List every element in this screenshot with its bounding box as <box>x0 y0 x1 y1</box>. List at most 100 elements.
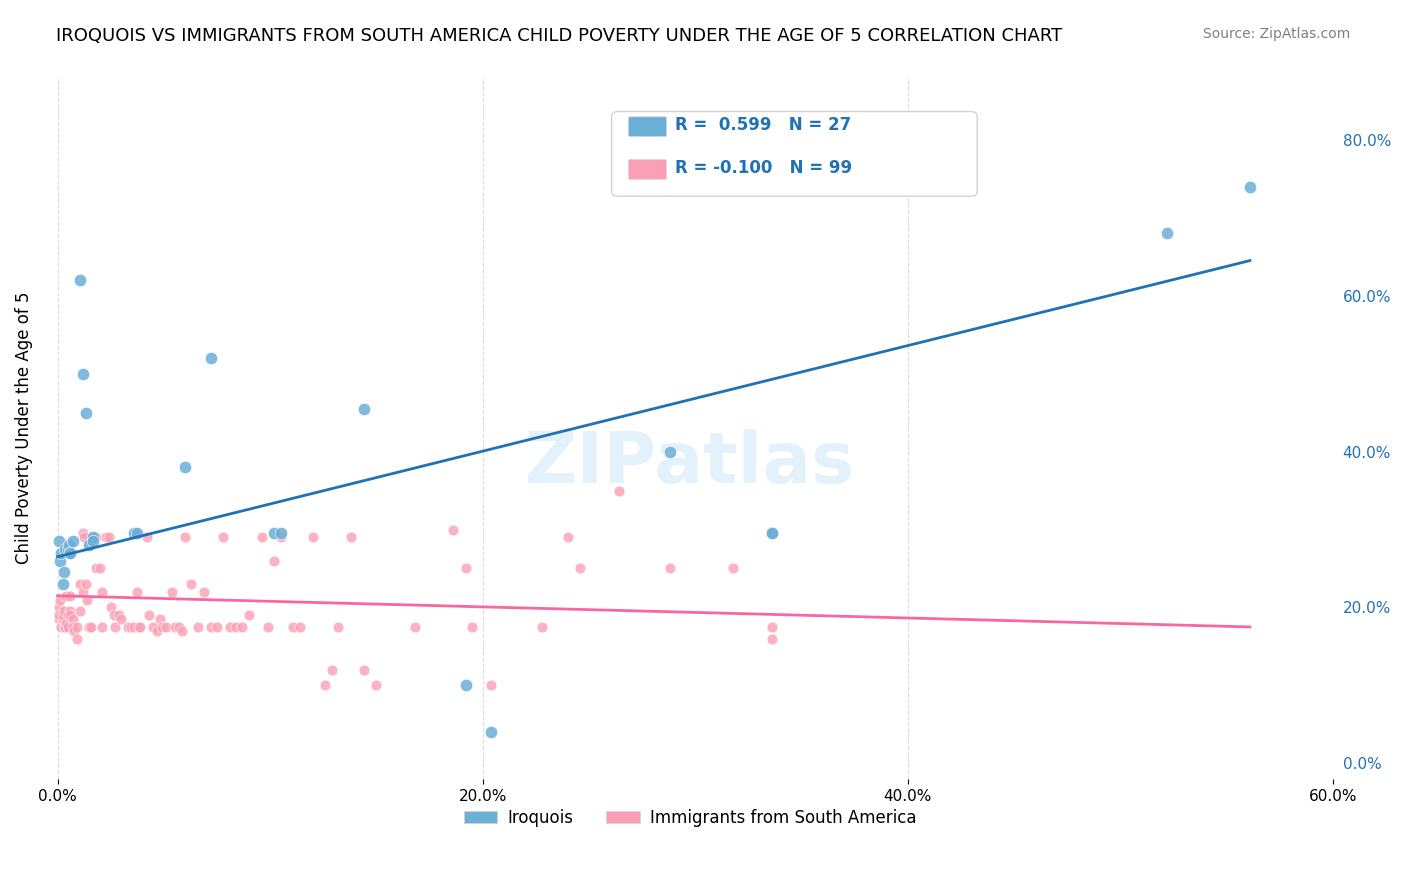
Point <box>167 620 190 634</box>
Point <box>72 526 94 541</box>
Point <box>84 530 107 544</box>
Point <box>82 530 104 544</box>
Point <box>62 612 84 626</box>
Point <box>479 678 502 692</box>
Point <box>193 585 215 599</box>
Point <box>174 460 197 475</box>
Point <box>107 608 129 623</box>
Point <box>353 663 375 677</box>
Point <box>94 530 117 544</box>
Point <box>607 483 630 498</box>
Point <box>353 401 375 416</box>
Point <box>59 546 82 560</box>
Point <box>49 554 72 568</box>
Point <box>62 534 84 549</box>
Point <box>321 663 343 677</box>
Point <box>56 608 79 623</box>
Point <box>569 561 592 575</box>
Point <box>404 620 426 634</box>
Point <box>52 612 75 626</box>
Point <box>200 620 222 634</box>
Point <box>73 530 96 544</box>
Point <box>283 620 305 634</box>
Point <box>172 624 194 638</box>
Point <box>52 577 75 591</box>
Point <box>557 530 579 544</box>
Point <box>69 604 91 618</box>
Point <box>479 725 502 739</box>
Point <box>263 554 285 568</box>
Text: Source: ZipAtlas.com: Source: ZipAtlas.com <box>1202 27 1350 41</box>
Point <box>103 608 125 623</box>
Point <box>174 530 197 544</box>
Point <box>72 367 94 381</box>
Point <box>75 577 97 591</box>
Point <box>270 530 292 544</box>
Point <box>225 620 247 634</box>
Point <box>104 620 127 634</box>
Point <box>79 620 101 634</box>
Point <box>63 624 86 638</box>
Point <box>263 526 285 541</box>
Text: ZIPatlas: ZIPatlas <box>524 429 855 498</box>
Point <box>121 620 143 634</box>
Point <box>288 620 311 634</box>
Point <box>187 620 209 634</box>
Point <box>531 620 554 634</box>
Point <box>761 526 783 541</box>
Point <box>48 600 70 615</box>
Point <box>76 592 98 607</box>
Point <box>250 530 273 544</box>
Point <box>162 585 184 599</box>
Point <box>56 541 79 556</box>
Point <box>84 561 107 575</box>
Point <box>129 620 152 634</box>
Point <box>163 620 186 634</box>
Point <box>301 530 323 544</box>
Point <box>62 620 84 634</box>
Point <box>441 523 464 537</box>
Point <box>110 612 132 626</box>
Point <box>53 620 76 634</box>
Point <box>49 592 72 607</box>
Point <box>52 620 75 634</box>
Point <box>52 608 75 623</box>
Point <box>51 620 73 634</box>
Point <box>82 534 104 549</box>
Point <box>66 632 89 646</box>
Point <box>72 585 94 599</box>
Point <box>69 577 91 591</box>
Point <box>1239 179 1261 194</box>
Point <box>52 604 75 618</box>
Point <box>135 530 157 544</box>
Point <box>326 620 349 634</box>
Point <box>1156 227 1178 241</box>
Point <box>89 561 111 575</box>
Point <box>658 561 681 575</box>
Text: R = -0.100   N = 99: R = -0.100 N = 99 <box>675 159 852 177</box>
Point <box>48 608 70 623</box>
Point <box>142 620 165 634</box>
Point <box>314 678 336 692</box>
Point <box>117 620 139 634</box>
Point <box>79 538 101 552</box>
Point <box>56 620 79 634</box>
Point <box>66 620 89 634</box>
Y-axis label: Child Poverty Under the Age of 5: Child Poverty Under the Age of 5 <box>15 292 32 565</box>
Point <box>55 589 77 603</box>
Point <box>91 620 114 634</box>
Point <box>125 526 148 541</box>
Point <box>761 526 783 541</box>
Text: R =  0.599   N = 27: R = 0.599 N = 27 <box>675 116 851 134</box>
Point <box>148 612 170 626</box>
Point <box>51 620 73 634</box>
Text: IROQUOIS VS IMMIGRANTS FROM SOUTH AMERICA CHILD POVERTY UNDER THE AGE OF 5 CORRE: IROQUOIS VS IMMIGRANTS FROM SOUTH AMERIC… <box>56 27 1063 45</box>
Point <box>761 632 783 646</box>
Point <box>48 534 70 549</box>
Point <box>122 526 145 541</box>
Point <box>82 530 104 544</box>
Point <box>723 561 745 575</box>
Point <box>69 273 91 287</box>
Point <box>205 620 228 634</box>
Point <box>257 620 280 634</box>
